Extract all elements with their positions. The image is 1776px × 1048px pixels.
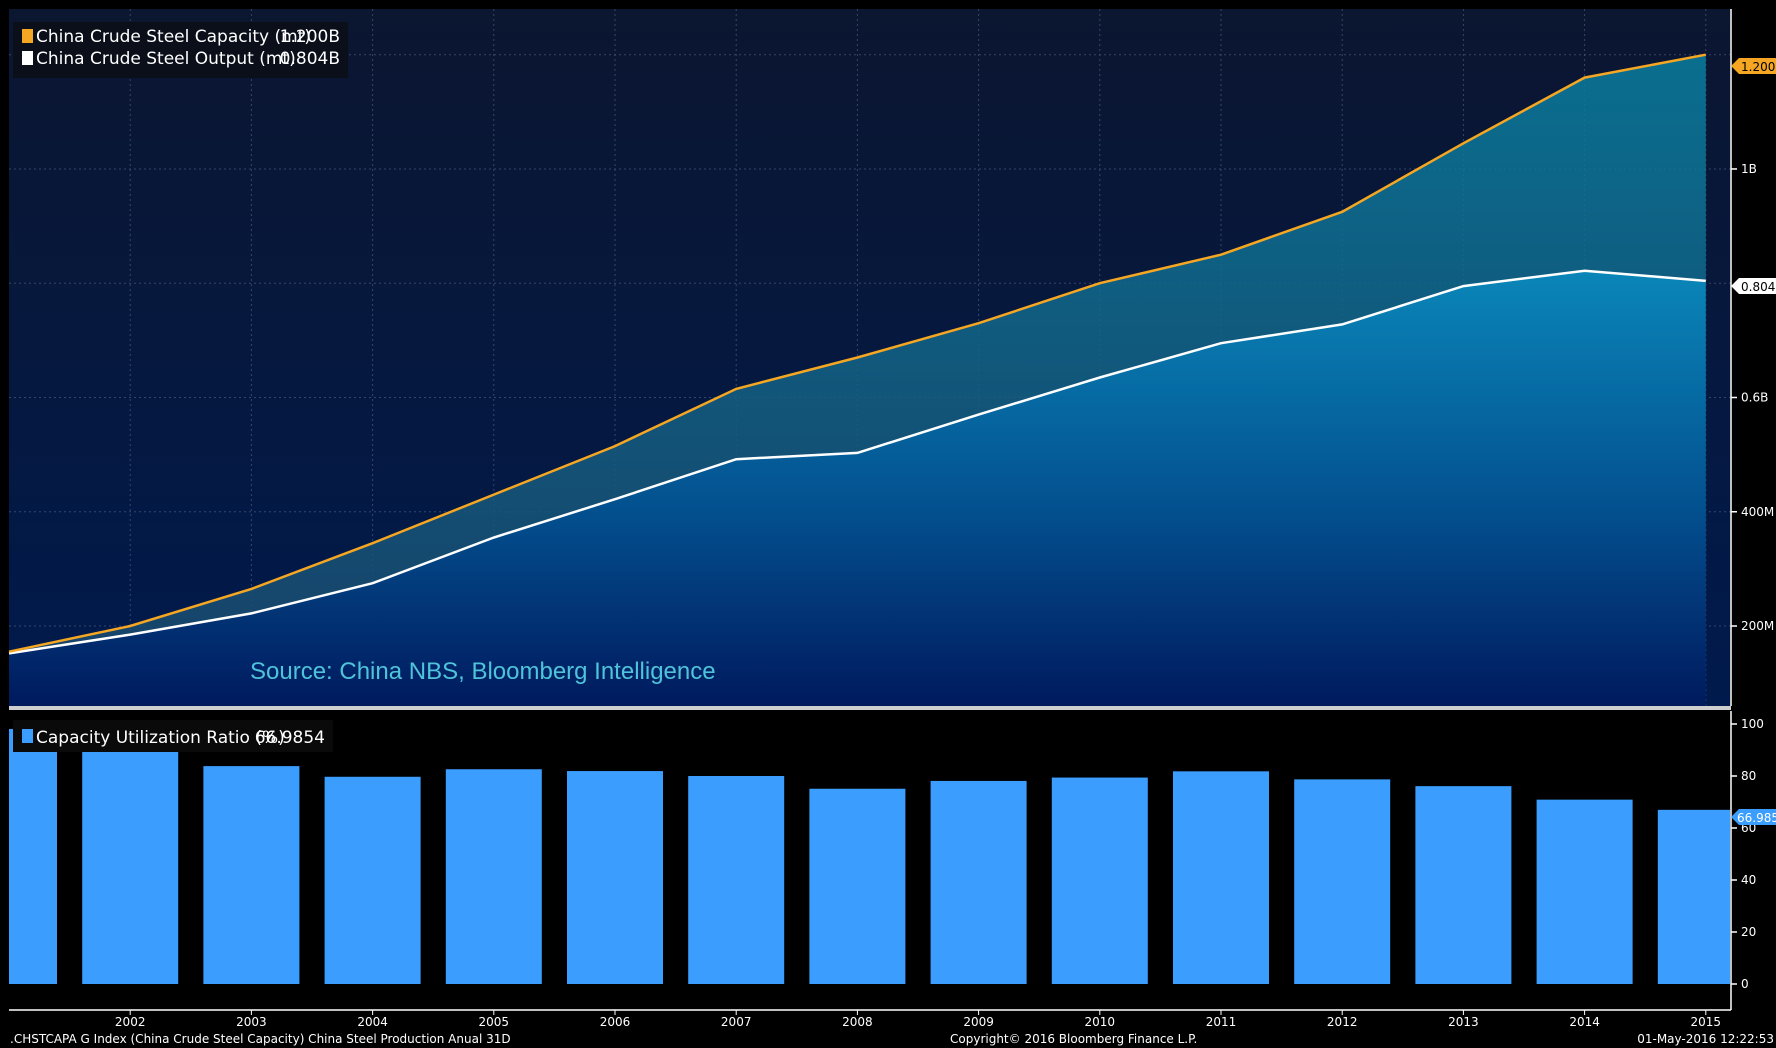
x-tick-label: 2010 — [1085, 1015, 1116, 1029]
utilization-last-value-label: 66.9854 — [1737, 811, 1776, 825]
x-tick-label: 2005 — [479, 1015, 510, 1029]
upper-legend: China Crude Steel Capacity (mt) 1.200B C… — [13, 22, 348, 78]
output-area — [9, 270, 1706, 706]
lower-y-tick-label: 80 — [1741, 769, 1756, 783]
utilization-legend-value: 66.9854 — [255, 728, 325, 748]
upper-y-tick-label: 400M — [1741, 505, 1774, 519]
capacity-legend-value: 1.200B — [280, 27, 340, 47]
utilization-bar — [809, 788, 906, 984]
utilization-bar — [1657, 809, 1730, 984]
output-legend-swatch — [22, 51, 33, 65]
output-last-value-tag: 0.804B — [1731, 278, 1776, 294]
x-tick-label: 2006 — [600, 1015, 631, 1029]
upper-legend-background — [13, 22, 348, 78]
x-tick-label: 2002 — [115, 1015, 146, 1029]
output-legend-value: 0.804B — [280, 49, 340, 69]
x-tick-label: 2014 — [1569, 1015, 1600, 1029]
output-last-value-label: 0.804B — [1741, 280, 1776, 294]
utilization-bar — [567, 771, 663, 984]
x-tick-label: 2003 — [236, 1015, 267, 1029]
output-series-line — [8, 269, 1706, 655]
utilization-bar — [688, 776, 785, 984]
capacity-last-value-label: 1.200B — [1741, 60, 1776, 74]
utilization-legend-label: Capacity Utilization Ratio (%) — [36, 728, 285, 748]
lower-legend: Capacity Utilization Ratio (%) 66.9854 — [13, 720, 333, 752]
upper-y-ticks: 200M 400M 0.6B 1B — [1731, 162, 1774, 633]
utilization-bar — [82, 743, 179, 984]
utilization-bar — [1415, 786, 1512, 984]
x-tick-label: 2011 — [1206, 1015, 1237, 1029]
upper-y-tick-label: 1B — [1741, 162, 1757, 176]
footer-copyright: Copyright© 2016 Bloomberg Finance L.P. — [950, 1032, 1197, 1046]
utilization-legend-swatch — [22, 729, 33, 743]
capacity-series-line — [8, 53, 1707, 653]
lower-y-tick-label: 0 — [1741, 977, 1749, 991]
capacity-last-value-tag: 1.200B — [1731, 58, 1776, 74]
lower-y-tick-label: 40 — [1741, 873, 1756, 887]
upper-y-tick-label: 200M — [1741, 619, 1774, 633]
utilization-bar — [9, 728, 57, 984]
lower-legend-background — [13, 720, 333, 752]
source-annotation: Source: China NBS, Bloomberg Intelligenc… — [250, 658, 716, 685]
utilization-last-value-tag: 66.9854 — [1731, 809, 1776, 825]
capacity-legend-swatch — [22, 29, 33, 43]
utilization-bar — [1051, 777, 1148, 984]
utilization-bar — [445, 769, 542, 984]
capacity-output-gap-area — [9, 54, 1706, 654]
utilization-bar — [1536, 799, 1633, 984]
lower-y-tick-label: 20 — [1741, 925, 1756, 939]
x-axis-labels: 2002 2003 2004 2005 2006 2007 2008 2009 2010 2011… — [115, 1010, 1721, 1029]
utilization-bars — [9, 728, 1730, 984]
x-tick-label: 2008 — [842, 1015, 873, 1029]
x-tick-label: 2009 — [963, 1015, 994, 1029]
lower-y-tick-label: 100 — [1741, 717, 1764, 731]
capacity-legend-label: China Crude Steel Capacity (mt) — [36, 27, 311, 47]
footer-timestamp: 01-May-2016 12:22:53 — [1637, 1032, 1774, 1046]
utilization-bar — [324, 776, 421, 984]
utilization-bar — [930, 780, 1027, 984]
x-tick-label: 2007 — [721, 1015, 752, 1029]
output-legend-label: China Crude Steel Output (mt) — [36, 49, 296, 69]
x-tick-label: 2015 — [1691, 1015, 1722, 1029]
x-tick-label: 2012 — [1327, 1015, 1358, 1029]
x-tick-label: 2013 — [1448, 1015, 1479, 1029]
x-tick-label: 2004 — [357, 1015, 388, 1029]
upper-y-tick-label: 0.6B — [1741, 390, 1768, 404]
utilization-bar — [1173, 771, 1269, 984]
footer-index-description: .CHSTCAPA G Index (China Crude Steel Cap… — [10, 1032, 511, 1046]
utilization-bar — [203, 766, 300, 984]
utilization-bar — [1294, 779, 1391, 984]
